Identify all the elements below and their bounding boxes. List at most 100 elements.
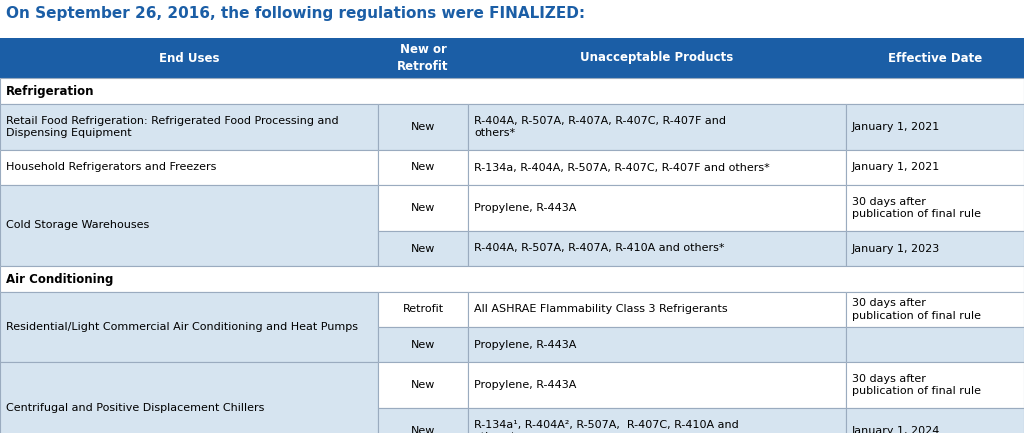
Bar [378,150,468,185]
Bar [846,231,1024,266]
Text: Retrofit: Retrofit [402,304,443,314]
Bar [378,104,468,150]
Text: New: New [411,426,435,433]
Bar [378,231,468,266]
Bar [0,292,378,362]
Bar [378,185,468,231]
Bar [468,292,846,327]
Text: R-404A, R-507A, R-407A, R-407C, R-407F and
others*: R-404A, R-507A, R-407A, R-407C, R-407F a… [474,116,726,139]
Text: New: New [411,122,435,132]
Bar [846,150,1024,185]
Bar [468,292,846,327]
Bar [846,104,1024,150]
Text: Household Refrigerators and Freezers: Household Refrigerators and Freezers [6,162,216,172]
Bar [378,408,468,433]
Text: 30 days after
publication of final rule: 30 days after publication of final rule [852,374,981,396]
Bar [378,327,468,362]
Bar [0,266,1024,292]
Text: 30 days after
publication of final rule: 30 days after publication of final rule [852,197,981,220]
Text: New: New [411,243,435,253]
Bar [846,327,1024,362]
Text: January 1, 2021: January 1, 2021 [852,122,940,132]
Text: All ASHRAE Flammability Class 3 Refrigerants: All ASHRAE Flammability Class 3 Refriger… [474,304,728,314]
Text: 30 days after
publication of final rule: 30 days after publication of final rule [852,298,981,321]
Text: End Uses: End Uses [159,52,219,65]
Bar [468,104,846,150]
Bar [0,38,378,78]
Bar [846,292,1024,327]
Text: Propylene, R-443A: Propylene, R-443A [474,203,577,213]
Bar [468,150,846,185]
Bar [846,408,1024,433]
Bar [378,38,468,78]
Bar [378,185,468,231]
Bar [378,408,468,433]
Bar [0,78,1024,104]
Bar [378,104,468,150]
Bar [0,38,378,78]
Bar [378,362,468,408]
Bar [468,408,846,433]
Text: R-134a, R-404A, R-507A, R-407C, R-407F and others*: R-134a, R-404A, R-507A, R-407C, R-407F a… [474,162,770,172]
Bar [0,266,1024,292]
Text: Propylene, R-443A: Propylene, R-443A [474,380,577,390]
Bar [846,38,1024,78]
Bar [846,362,1024,408]
Text: January 1, 2021: January 1, 2021 [852,162,940,172]
Bar [0,104,378,150]
Text: R-404A, R-507A, R-407A, R-410A and others*: R-404A, R-507A, R-407A, R-410A and other… [474,243,725,253]
Bar [378,231,468,266]
Bar [378,362,468,408]
Text: New: New [411,339,435,349]
Bar [0,150,378,185]
Bar [468,38,846,78]
Bar [378,327,468,362]
Bar [468,104,846,150]
Bar [846,185,1024,231]
Bar [0,104,378,150]
Text: New: New [411,380,435,390]
Bar [378,292,468,327]
Bar [0,292,378,362]
Bar [846,150,1024,185]
Bar [468,327,846,362]
Bar [846,327,1024,362]
Text: Refrigeration: Refrigeration [6,84,94,97]
Bar [846,185,1024,231]
Text: New or
Retrofit: New or Retrofit [397,43,449,73]
Text: R-134a¹, R-404A², R-507A,  R-407C, R-410A and
others*: R-134a¹, R-404A², R-507A, R-407C, R-410A… [474,420,738,433]
Bar [468,150,846,185]
Bar [0,185,378,266]
Bar [846,362,1024,408]
Bar [468,231,846,266]
Text: New: New [411,162,435,172]
Text: New: New [411,203,435,213]
Text: Retail Food Refrigeration: Refrigerated Food Processing and
Dispensing Equipment: Retail Food Refrigeration: Refrigerated … [6,116,339,139]
Bar [846,38,1024,78]
Bar [378,38,468,78]
Text: Effective Date: Effective Date [888,52,982,65]
Bar [468,185,846,231]
Text: Unacceptable Products: Unacceptable Products [581,52,733,65]
Bar [468,408,846,433]
Text: Cold Storage Warehouses: Cold Storage Warehouses [6,220,150,230]
Bar [0,362,378,433]
Text: Centrifugal and Positive Displacement Chillers: Centrifugal and Positive Displacement Ch… [6,403,264,413]
Bar [468,362,846,408]
Bar [0,185,378,266]
Bar [846,292,1024,327]
Text: On September 26, 2016, the following regulations were FINALIZED:: On September 26, 2016, the following reg… [6,6,585,21]
Bar [846,408,1024,433]
Text: January 1, 2023: January 1, 2023 [852,243,940,253]
Text: Propylene, R-443A: Propylene, R-443A [474,339,577,349]
Bar [468,185,846,231]
Bar [468,362,846,408]
Bar [0,78,1024,104]
Text: January 1, 2024: January 1, 2024 [852,426,940,433]
Text: Air Conditioning: Air Conditioning [6,272,114,285]
Bar [378,150,468,185]
Bar [846,104,1024,150]
Bar [468,231,846,266]
Bar [846,231,1024,266]
Bar [0,150,378,185]
